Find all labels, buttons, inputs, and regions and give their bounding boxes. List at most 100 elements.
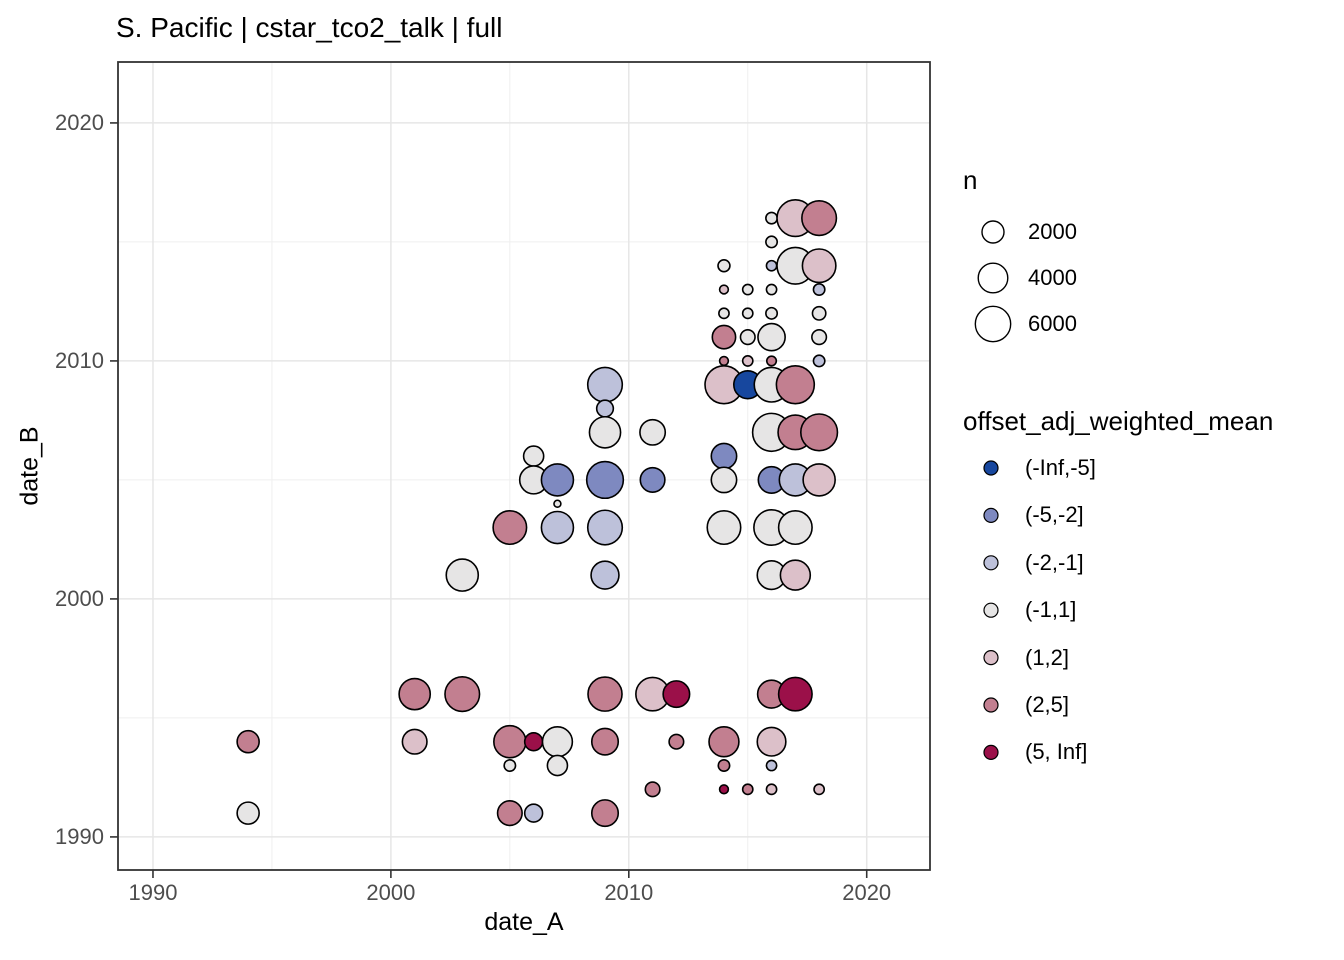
data-point xyxy=(496,800,523,827)
data-point xyxy=(662,680,691,709)
data-point xyxy=(522,445,545,467)
color-legend-swatch xyxy=(983,602,999,618)
data-point xyxy=(588,415,622,449)
color-legend-swatch xyxy=(983,555,999,571)
data-point xyxy=(553,499,562,508)
color-legend-swatch xyxy=(983,649,999,666)
color-legend-label: (5, Inf] xyxy=(1025,739,1088,765)
data-point xyxy=(741,355,754,367)
color-legend-title: offset_adj_weighted_mean xyxy=(963,406,1274,436)
size-legend-label: 6000 xyxy=(1028,311,1077,336)
data-point xyxy=(801,200,838,237)
panel-border xyxy=(117,61,931,871)
data-point xyxy=(541,725,574,758)
color-legend-label: (-2,-1] xyxy=(1025,549,1084,575)
x-tick-label: 2010 xyxy=(604,880,654,905)
data-point xyxy=(741,307,754,320)
size-legend-label: 2000 xyxy=(1028,219,1077,244)
y-tick-label: 2020 xyxy=(55,109,104,135)
data-point xyxy=(708,725,740,758)
data-point xyxy=(777,676,813,712)
x-tick-label: 2000 xyxy=(366,880,416,905)
data-point xyxy=(236,729,260,754)
x-axis-title: date_A xyxy=(484,908,564,936)
data-point xyxy=(445,558,480,592)
data-point xyxy=(777,509,813,546)
data-point xyxy=(812,354,826,368)
data-point xyxy=(710,466,738,494)
data-point xyxy=(802,463,836,497)
data-point xyxy=(236,801,260,825)
data-point xyxy=(811,305,827,321)
data-point xyxy=(718,307,730,320)
data-point xyxy=(444,676,481,713)
data-point xyxy=(718,784,730,795)
data-point xyxy=(546,754,569,777)
y-tick-label: 2010 xyxy=(55,347,104,373)
data-point xyxy=(492,509,528,546)
size-legend-circle xyxy=(977,262,1009,294)
data-point xyxy=(765,235,779,249)
data-point xyxy=(717,258,731,273)
data-point xyxy=(587,676,623,712)
y-axis-title: date_B xyxy=(15,426,44,506)
size-legend-title: n xyxy=(963,165,978,195)
size-legend-label: 4000 xyxy=(1028,265,1077,290)
color-legend-swatch xyxy=(983,697,999,713)
data-point xyxy=(741,283,754,296)
data-point xyxy=(493,724,527,759)
x-tick-label: 1990 xyxy=(128,880,178,905)
color-legend-label: (1,2] xyxy=(1025,644,1070,670)
color-legend-label: (-1,1] xyxy=(1025,597,1077,623)
data-point xyxy=(644,781,661,798)
data-point xyxy=(765,259,778,272)
color-legend-swatch xyxy=(983,744,999,761)
data-point xyxy=(739,329,756,346)
data-point xyxy=(585,460,625,500)
data-point xyxy=(813,783,826,796)
data-point xyxy=(590,727,620,756)
data-point xyxy=(586,509,624,546)
y-tick-label: 1990 xyxy=(55,823,104,849)
data-point xyxy=(765,783,778,796)
data-point xyxy=(710,442,738,470)
data-point xyxy=(706,509,742,546)
data-point xyxy=(639,466,666,494)
color-legend-label: (-Inf,-5] xyxy=(1025,455,1096,480)
data-point xyxy=(811,329,828,346)
data-point xyxy=(765,759,778,772)
data-point xyxy=(765,211,779,225)
data-point xyxy=(586,366,624,403)
data-point xyxy=(668,733,685,750)
data-point xyxy=(503,759,517,773)
size-legend-circle xyxy=(974,305,1012,343)
data-point xyxy=(639,418,667,446)
data-point xyxy=(765,283,778,296)
data-point xyxy=(540,463,575,497)
y-tick-label: 2000 xyxy=(55,585,104,611)
color-legend-label: (-5,-2] xyxy=(1025,502,1084,528)
data-point xyxy=(765,306,779,320)
data-point xyxy=(779,559,812,591)
x-tick-label: 2020 xyxy=(842,880,892,905)
data-point xyxy=(812,283,826,297)
data-point xyxy=(401,728,428,755)
data-point xyxy=(398,677,432,711)
data-point xyxy=(595,399,615,418)
size-legend-circle xyxy=(981,220,1005,244)
data-point xyxy=(741,783,754,796)
data-point xyxy=(801,248,837,284)
color-legend-label: (2,5] xyxy=(1025,692,1070,717)
data-point xyxy=(718,355,730,367)
data-point xyxy=(800,413,839,452)
data-point xyxy=(523,731,544,752)
data-point xyxy=(717,759,731,773)
data-point xyxy=(711,324,737,350)
data-point xyxy=(523,803,544,823)
data-point xyxy=(757,322,786,352)
data-point xyxy=(775,364,816,405)
color-legend-swatch xyxy=(983,460,999,476)
data-point xyxy=(590,560,620,590)
